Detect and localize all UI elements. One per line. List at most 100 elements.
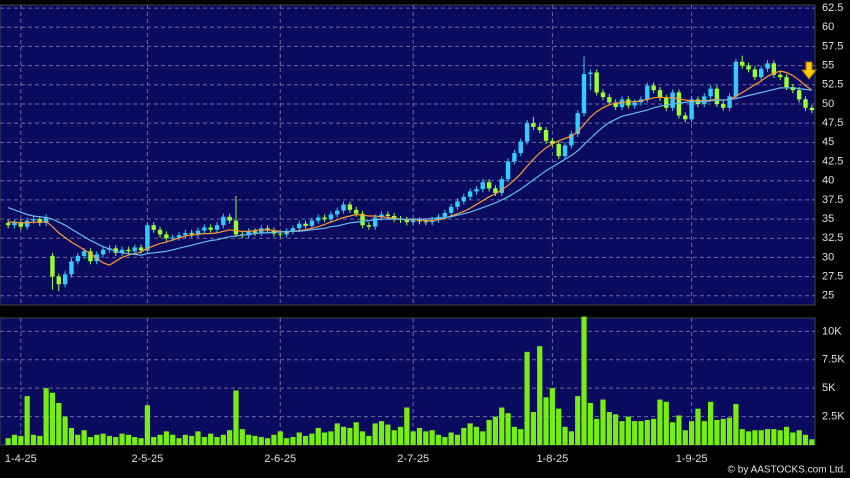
volume-bar: [37, 435, 43, 445]
candle-body: [119, 249, 125, 253]
volume-bar: [144, 405, 150, 445]
volume-bar: [435, 434, 442, 445]
volume-bar: [391, 430, 397, 445]
arrow-icon: [800, 61, 818, 80]
candle-body: [366, 225, 372, 227]
volume-bar: [726, 417, 733, 445]
volume-bar: [461, 427, 467, 445]
candle-body: [417, 220, 422, 222]
candle-body: [151, 225, 156, 230]
candle-body: [290, 228, 296, 232]
candle-body: [619, 99, 625, 108]
volume-bar: [132, 437, 138, 445]
volume-bar: [511, 426, 518, 445]
candle-body: [455, 201, 460, 207]
volume-bar: [366, 435, 372, 445]
volume-bar: [771, 429, 777, 445]
candle-body: [309, 220, 315, 226]
y-tick-label: 30: [822, 251, 834, 263]
volume-bar: [556, 408, 562, 445]
volume-bar: [176, 438, 182, 445]
y-tick-label: 40: [822, 175, 834, 187]
ma-line: [7, 87, 812, 256]
volume-bar: [296, 432, 302, 445]
candle-body: [746, 65, 751, 70]
volume-bar: [49, 392, 56, 445]
volume-bar: [56, 402, 62, 445]
volume-bar: [170, 434, 176, 445]
volume-bar: [480, 431, 486, 445]
y-tick-label: 50: [822, 98, 834, 110]
candle-body: [246, 231, 251, 236]
volume-bar: [423, 431, 429, 445]
candle-body: [702, 96, 707, 104]
candle-body: [607, 97, 612, 103]
volume-bar: [125, 434, 131, 445]
volume-bar: [670, 422, 676, 445]
candle-body: [645, 85, 650, 100]
candle-body: [56, 276, 61, 285]
x-tick-label: 2-6-25: [264, 453, 296, 465]
volume-bar: [651, 418, 657, 445]
candle-body: [721, 103, 726, 108]
volume-bar: [359, 431, 366, 445]
x-tick-label: 1-4-25: [5, 453, 37, 465]
volume-bar: [24, 396, 30, 445]
candle-body: [771, 63, 777, 75]
volume-bar: [372, 423, 378, 445]
volume-bar: [777, 430, 783, 445]
candle-body: [626, 99, 631, 106]
volume-bar: [518, 429, 524, 445]
volume-bar: [581, 316, 587, 445]
candle-body: [37, 219, 43, 223]
volume-bar: [707, 401, 714, 445]
candle-body: [341, 204, 346, 211]
candle-body: [88, 251, 93, 262]
volume-bar: [764, 429, 771, 445]
candle-body: [126, 249, 131, 252]
candle-body: [676, 92, 682, 116]
volume-bar: [429, 430, 435, 445]
y-tick-label: 62.5: [822, 2, 843, 14]
volume-bar: [568, 431, 574, 445]
candle-body: [461, 196, 466, 202]
y-tick-label: 10K: [822, 325, 842, 337]
candle-body: [784, 77, 789, 88]
volume-bar: [163, 431, 169, 445]
candle-body: [113, 248, 118, 253]
candle-body: [195, 230, 201, 235]
volume-bar: [119, 433, 125, 445]
candle-body: [335, 210, 340, 215]
candle-body: [562, 145, 568, 157]
candle-body: [372, 217, 378, 227]
ma-line: [8, 70, 813, 266]
volume-bar: [214, 437, 220, 445]
candle-body: [613, 102, 618, 108]
candle-body: [385, 214, 391, 216]
volume-bar: [397, 426, 404, 445]
volume-bar: [448, 432, 454, 445]
candle-body: [505, 161, 511, 180]
candle-body: [202, 227, 207, 231]
candle-body: [689, 99, 694, 120]
candle-body: [62, 274, 68, 285]
volume-bar: [467, 423, 473, 445]
candle-body: [284, 231, 289, 235]
volume-bar: [625, 416, 631, 445]
volume-bar: [290, 437, 296, 445]
candle-body: [651, 85, 656, 91]
volume-bar: [454, 434, 461, 445]
candle-body: [69, 261, 74, 275]
volume-bar: [745, 431, 752, 445]
candle-body: [227, 216, 232, 221]
volume-bar: [195, 431, 201, 445]
candle-body: [752, 69, 758, 78]
volume-bar: [106, 435, 113, 445]
volume-bar: [600, 399, 606, 445]
volume-bar: [113, 437, 119, 445]
candle-body: [208, 227, 213, 230]
y-tick-label: 27.5: [822, 271, 843, 283]
candle-body: [347, 204, 353, 210]
candle-body: [50, 255, 55, 277]
candle-body: [733, 61, 739, 97]
